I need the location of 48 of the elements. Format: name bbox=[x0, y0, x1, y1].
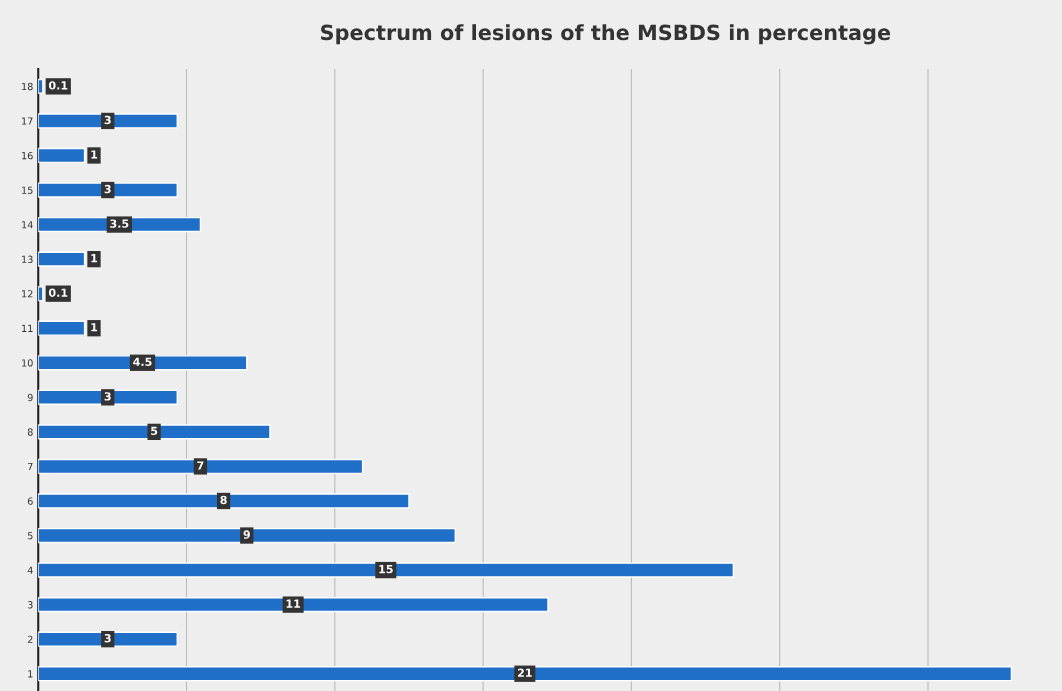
bar bbox=[38, 597, 549, 613]
bar bbox=[38, 78, 44, 94]
chart-title: Spectrum of lesions of the MSBDS in percentage bbox=[321, 24, 891, 45]
data-label: 0.1 bbox=[48, 81, 68, 90]
data-label: 8 bbox=[220, 495, 227, 505]
y-tick-label: 15 bbox=[22, 186, 33, 194]
data-label: 3 bbox=[104, 115, 111, 125]
bar bbox=[38, 182, 178, 198]
y-tick-label: 7 bbox=[27, 463, 33, 471]
data-label: 3 bbox=[104, 633, 111, 643]
y-tick-label: 12 bbox=[22, 290, 33, 298]
y-tick-label: 4 bbox=[27, 566, 33, 574]
data-label: 4.5 bbox=[133, 357, 152, 366]
y-tick-label: 1 bbox=[28, 670, 33, 678]
data-label: 1 bbox=[91, 323, 98, 332]
bar bbox=[38, 458, 364, 475]
data-label: 3 bbox=[104, 184, 111, 194]
bar bbox=[38, 527, 457, 544]
data-label: 3 bbox=[104, 392, 111, 401]
y-tick-label: 6 bbox=[27, 497, 33, 505]
bar bbox=[38, 493, 410, 509]
y-tick-label: 16 bbox=[22, 151, 33, 160]
data-label: 5 bbox=[151, 426, 158, 436]
data-label: 3.5 bbox=[110, 219, 129, 228]
y-tick-label: 10 bbox=[22, 359, 33, 367]
bar bbox=[38, 424, 271, 440]
data-label: 15 bbox=[379, 565, 393, 574]
data-label: 0.1 bbox=[48, 288, 68, 297]
data-label: 11 bbox=[286, 599, 301, 608]
y-tick-label: 17 bbox=[22, 117, 33, 125]
y-tick-label: 11 bbox=[22, 324, 33, 332]
bar bbox=[38, 113, 178, 129]
y-tick-label: 13 bbox=[22, 255, 33, 263]
y-tick-label: 3 bbox=[27, 601, 33, 609]
data-label: 21 bbox=[517, 668, 532, 677]
y-tick-label: 5 bbox=[27, 532, 33, 540]
bar bbox=[38, 562, 735, 578]
y-tick-label: 18 bbox=[22, 82, 33, 91]
y-tick-label: 8 bbox=[27, 428, 33, 436]
data-label: 1 bbox=[91, 150, 98, 159]
y-tick-label: 9 bbox=[27, 393, 33, 402]
bar bbox=[38, 666, 1013, 682]
y-tick-label: 14 bbox=[22, 221, 33, 229]
data-label: 7 bbox=[197, 461, 204, 470]
data-label: 1 bbox=[91, 254, 98, 263]
bar bbox=[38, 286, 44, 302]
data-label: 9 bbox=[243, 530, 250, 539]
y-tick-label: 2 bbox=[27, 635, 33, 643]
